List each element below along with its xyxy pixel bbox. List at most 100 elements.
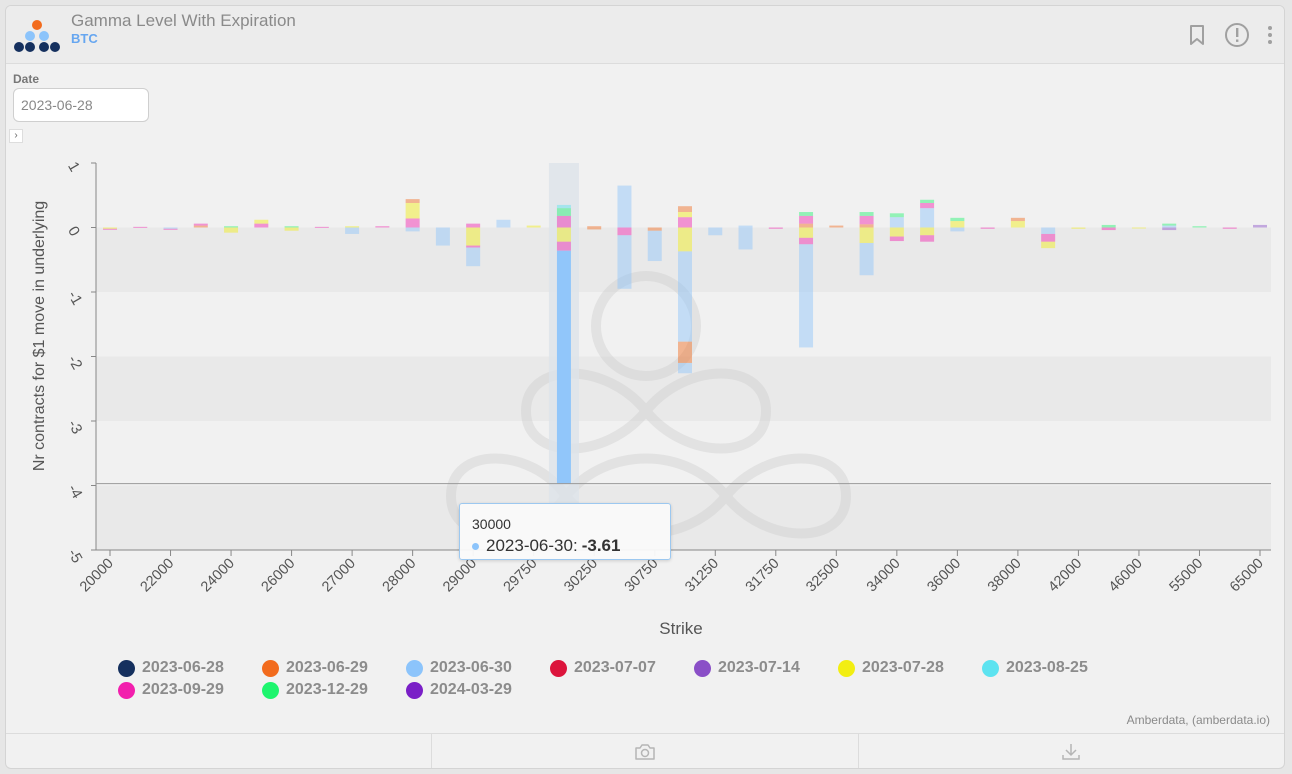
y-tick-label: -1 bbox=[64, 288, 85, 308]
bar-segment bbox=[587, 227, 602, 230]
x-tick-label: 24000 bbox=[198, 556, 238, 596]
widget-footer bbox=[6, 733, 1284, 768]
tooltip-strike: 30000 bbox=[472, 516, 511, 532]
legend-item[interactable]: 2023-09-29 bbox=[118, 681, 262, 699]
bar-segment bbox=[678, 362, 692, 374]
bar-segment bbox=[556, 241, 571, 251]
bar-segment bbox=[1162, 223, 1177, 226]
legend-dot bbox=[982, 659, 999, 677]
bar-segment bbox=[163, 228, 178, 230]
bar-segment bbox=[405, 218, 420, 228]
bar-segment bbox=[405, 199, 420, 203]
x-tick-label: 20000 bbox=[77, 556, 117, 596]
x-tick-label: 27000 bbox=[319, 556, 359, 596]
bar-segment bbox=[678, 341, 692, 363]
bar-segment bbox=[284, 226, 299, 228]
legend-item[interactable]: 2023-07-07 bbox=[550, 659, 694, 677]
widget-title: Gamma Level With Expiration bbox=[71, 11, 296, 30]
bar-segment bbox=[466, 223, 481, 228]
date-input[interactable] bbox=[13, 88, 149, 122]
bar-segment bbox=[526, 225, 541, 228]
legend-dot bbox=[262, 681, 279, 699]
bar-segment bbox=[859, 242, 874, 276]
date-label: Date bbox=[13, 72, 40, 86]
tooltip-series: 2023-06-30 bbox=[486, 536, 573, 555]
x-tick-label: 36000 bbox=[924, 556, 964, 596]
bar-segment bbox=[738, 225, 753, 228]
camera-icon bbox=[635, 744, 655, 760]
bar-segment bbox=[950, 217, 965, 222]
bar-segment bbox=[133, 226, 148, 228]
bar-segment bbox=[345, 227, 360, 234]
bar-segment bbox=[556, 250, 571, 484]
tooltip-value: -3.61 bbox=[581, 536, 621, 555]
widget-subtitle: BTC bbox=[71, 31, 98, 46]
bar-segment bbox=[1101, 227, 1116, 231]
bar-segment bbox=[103, 228, 117, 230]
bar-segment bbox=[920, 199, 935, 203]
bar-segment bbox=[556, 208, 571, 216]
bar-segment bbox=[617, 227, 632, 236]
x-tick-label: 31750 bbox=[743, 556, 783, 596]
bar-segment bbox=[254, 223, 269, 228]
expand-filters-icon[interactable]: › bbox=[9, 129, 23, 143]
legend-item[interactable]: 2023-08-25 bbox=[982, 659, 1126, 677]
bar-segment bbox=[1222, 227, 1237, 229]
bar-segment bbox=[405, 202, 420, 219]
bar-segment bbox=[859, 227, 874, 243]
tooltip-row: 2023-06-30: -3.61 bbox=[472, 536, 620, 556]
download-button[interactable] bbox=[859, 734, 1284, 768]
x-tick-label: 28000 bbox=[380, 556, 420, 596]
widget-panel: Gamma Level With Expiration BTC Date › 1… bbox=[5, 5, 1285, 769]
bar-segment bbox=[1131, 227, 1146, 229]
legend-item[interactable]: 2023-07-14 bbox=[694, 659, 838, 677]
bar-segment bbox=[829, 225, 844, 228]
legend-item[interactable]: 2023-07-28 bbox=[838, 659, 982, 677]
info-icon[interactable] bbox=[1224, 22, 1250, 48]
bar-segment bbox=[556, 227, 571, 242]
bar-segment bbox=[193, 225, 208, 228]
legend-dot bbox=[262, 659, 279, 677]
x-tick-label: 38000 bbox=[985, 556, 1025, 596]
grid-band bbox=[96, 163, 1271, 228]
legend-item[interactable]: 2023-06-29 bbox=[262, 659, 406, 677]
amberdata-logo bbox=[14, 20, 60, 52]
bar-segment bbox=[1162, 227, 1177, 231]
more-vertical-icon[interactable] bbox=[1264, 22, 1276, 48]
screenshot-button[interactable] bbox=[432, 734, 859, 768]
x-tick-label: 26000 bbox=[259, 556, 299, 596]
bar-segment bbox=[920, 227, 935, 236]
y-axis-label: Nr contracts for $1 move in underlying bbox=[31, 201, 48, 471]
bar-segment bbox=[799, 237, 814, 245]
bar-segment bbox=[738, 227, 753, 250]
bar-segment bbox=[556, 215, 571, 228]
x-tick-label: 30750 bbox=[622, 556, 662, 596]
bar-segment bbox=[920, 202, 935, 209]
bar-segment bbox=[556, 204, 571, 209]
legend-item[interactable]: 2024-03-29 bbox=[406, 681, 550, 699]
bar-segment bbox=[1253, 224, 1267, 228]
legend-label: 2023-07-07 bbox=[574, 659, 656, 676]
chart-legend: 2023-06-28 2023-06-29 2023-06-30 2023-07-07… bbox=[118, 659, 1138, 699]
grid-band bbox=[96, 227, 1271, 292]
legend-label: 2023-12-29 bbox=[286, 681, 368, 698]
bar-segment bbox=[1010, 217, 1025, 222]
footer-empty-cell bbox=[6, 734, 433, 768]
grid-band bbox=[96, 485, 1271, 550]
legend-item[interactable]: 2023-12-29 bbox=[262, 681, 406, 699]
grid-band bbox=[96, 292, 1271, 357]
chart-bars bbox=[103, 163, 1267, 550]
bar-segment bbox=[950, 227, 965, 232]
legend-label: 2023-06-29 bbox=[286, 659, 368, 676]
x-tick-label: 46000 bbox=[1106, 556, 1146, 596]
bar-segment bbox=[254, 219, 269, 224]
legend-item[interactable]: 2023-06-28 bbox=[118, 659, 262, 677]
legend-item[interactable]: 2023-06-30 bbox=[406, 659, 550, 677]
bar-segment bbox=[224, 226, 239, 228]
bar-segment bbox=[799, 223, 814, 228]
legend-label: 2024-03-29 bbox=[430, 681, 512, 698]
bar-segment bbox=[889, 213, 904, 218]
bar-segment bbox=[950, 221, 965, 228]
bar-segment bbox=[496, 219, 511, 228]
bookmark-icon[interactable] bbox=[1184, 22, 1210, 48]
